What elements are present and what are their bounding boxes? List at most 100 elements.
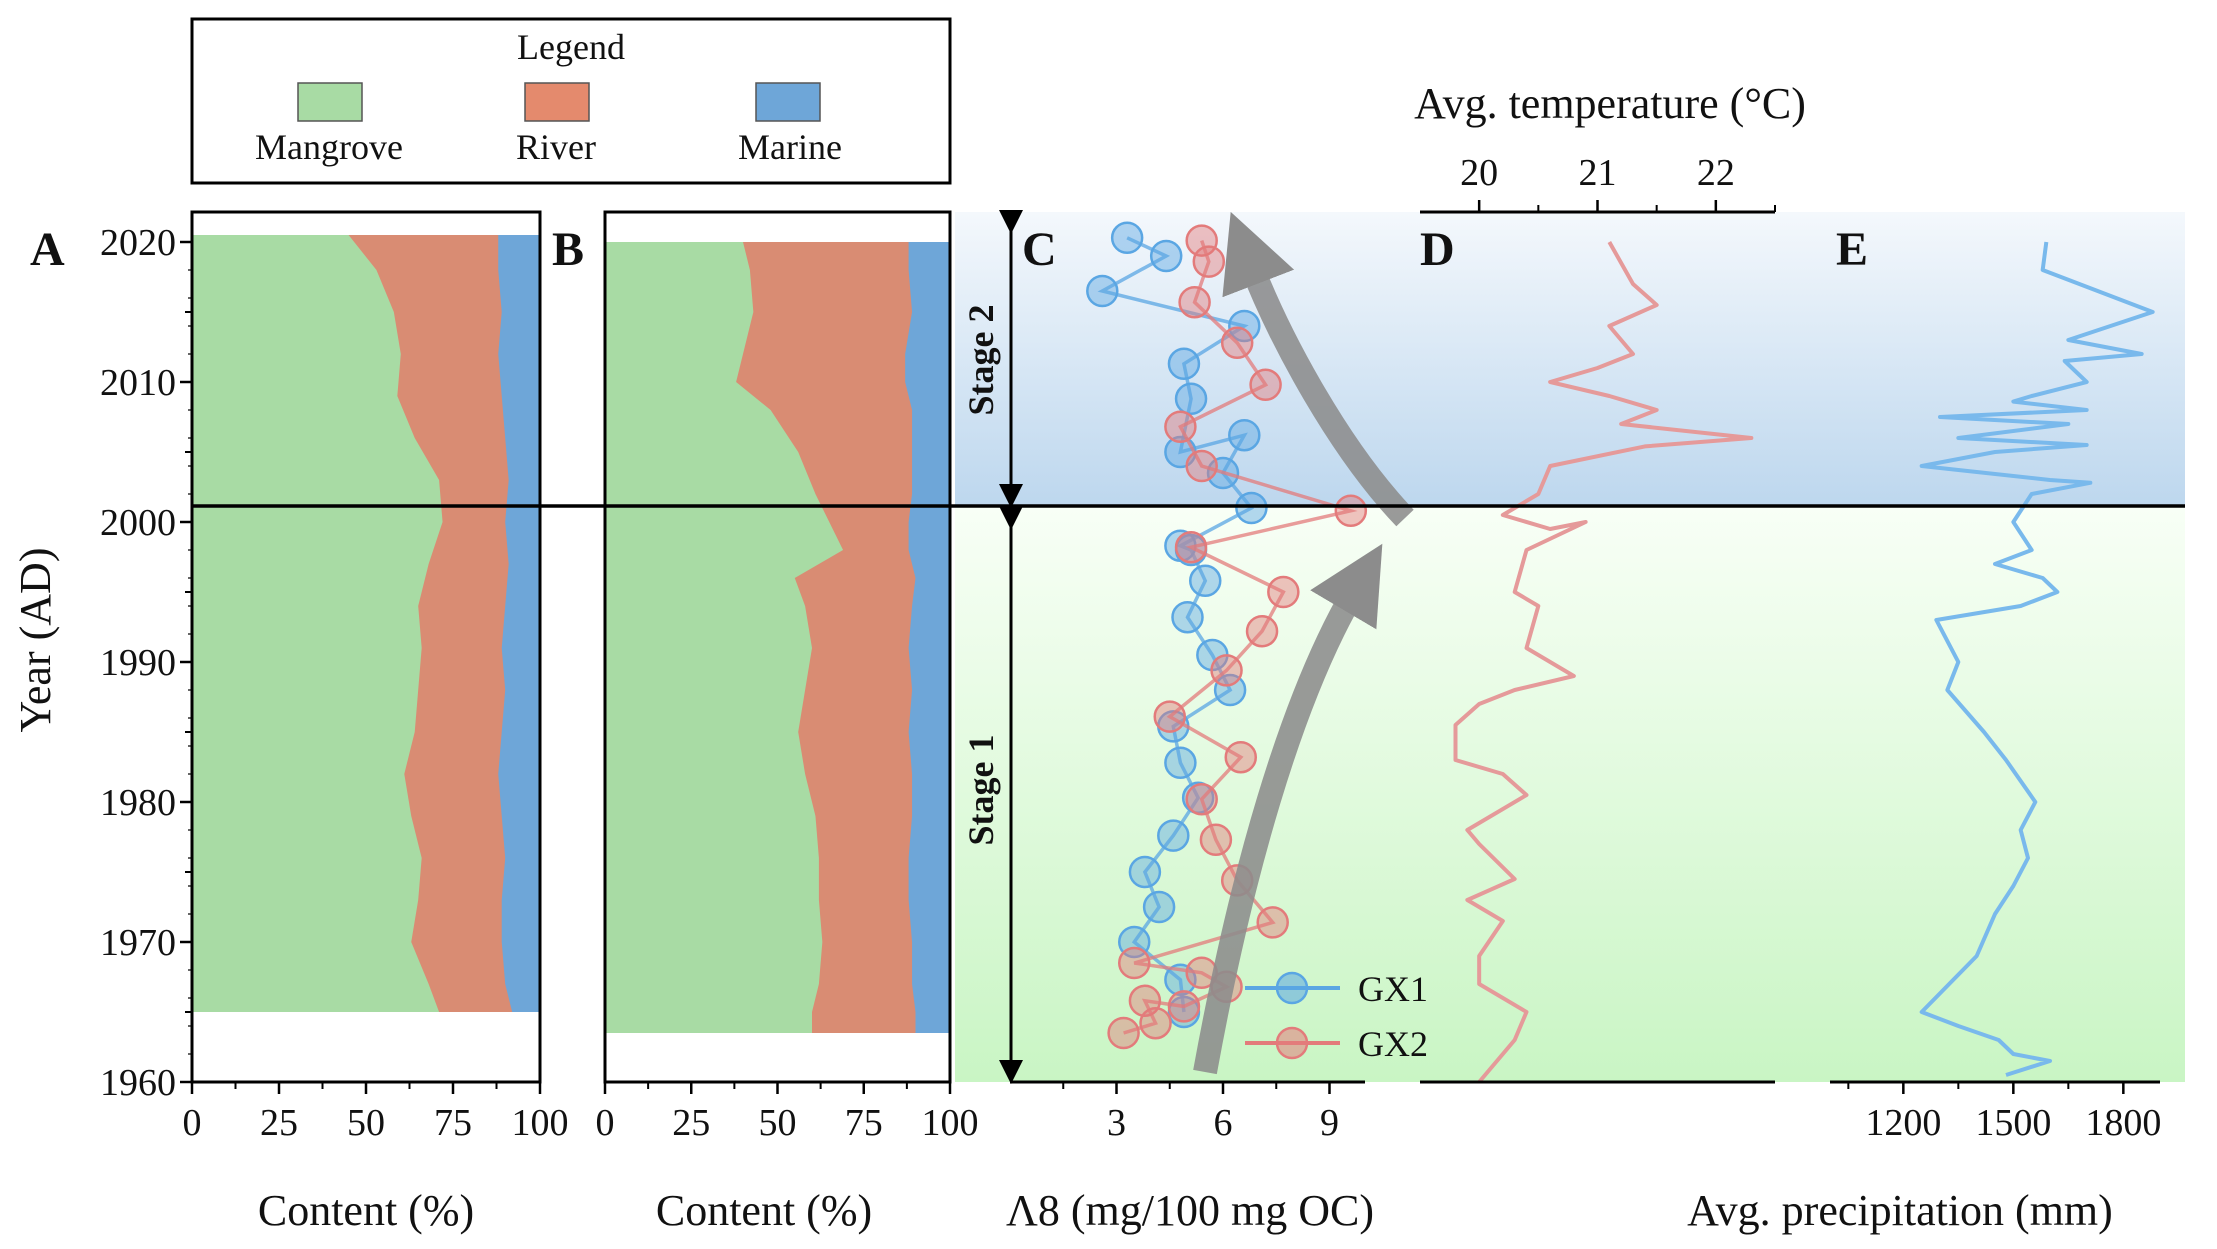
legend-label-mangrove: Mangrove <box>255 127 403 167</box>
panel-letter-c: C <box>1022 223 1057 276</box>
stage1-label: Stage 1 <box>961 735 1001 846</box>
x-tick-label: 0 <box>183 1102 202 1144</box>
x-tick-label: 100 <box>512 1102 569 1144</box>
y-tick-label: 1970 <box>100 922 176 964</box>
point-gx2 <box>1192 245 1226 278</box>
point-gx2 <box>1178 285 1211 319</box>
point-gx2 <box>1256 906 1289 939</box>
x-tick-label: 25 <box>260 1102 298 1144</box>
point-gx2 <box>1245 614 1279 648</box>
point-gx2 <box>1153 700 1186 733</box>
legend-gx1-marker <box>1275 971 1309 1005</box>
point-gx2 <box>1267 575 1300 609</box>
panel-b-x-title: Content (%) <box>656 1186 872 1235</box>
y-tick-label: 1990 <box>100 642 176 684</box>
series-line-gx1 <box>1097 236 1255 1013</box>
y-tick-label: 1960 <box>100 1062 176 1104</box>
legend-swatch-marine <box>755 82 821 122</box>
x-tick-label: 9 <box>1320 1102 1339 1144</box>
x-tick-label: 22 <box>1697 152 1735 194</box>
point-gx2 <box>1185 449 1218 483</box>
x-tick-label: 3 <box>1107 1102 1126 1144</box>
panel-a-x-title: Content (%) <box>258 1186 474 1235</box>
legend-gx1-label: GX1 <box>1358 969 1428 1009</box>
point-gx1 <box>1228 418 1261 452</box>
y-axis-title: Year (AD) <box>11 548 60 733</box>
y-tick-label: 2020 <box>100 222 176 264</box>
legend-title: Legend <box>517 27 625 67</box>
legend: Legend Mangrove River Marine <box>190 17 952 185</box>
panel-e: 1200 1500 1800 <box>1830 241 2161 1144</box>
point-gx2 <box>1139 1006 1172 1040</box>
x-tick-label: 0 <box>596 1102 615 1144</box>
point-gx2 <box>1249 368 1282 402</box>
point-gx1 <box>1128 855 1162 889</box>
point-gx1 <box>1174 382 1208 416</box>
point-gx1 <box>1157 819 1190 852</box>
panel-letter-e: E <box>1836 223 1868 276</box>
legend-swatch-mangrove <box>297 82 363 122</box>
legend-gx2-marker <box>1275 1026 1309 1060</box>
panel-c: 3 6 9 <box>1010 221 1368 1144</box>
point-gx2 <box>1118 946 1151 980</box>
point-gx2 <box>1164 410 1197 444</box>
point-gx2 <box>1224 740 1257 774</box>
legend-gx2-label: GX2 <box>1358 1024 1428 1064</box>
y-tick-label: 1980 <box>100 782 176 824</box>
point-gx2 <box>1210 654 1243 687</box>
point-gx1 <box>1228 309 1261 343</box>
trend-arrow-lower <box>1193 543 1383 1075</box>
point-gx1 <box>1189 564 1222 598</box>
panel-letter-b: B <box>552 223 584 276</box>
stage1-background <box>955 506 2185 1082</box>
x-tick-label: 1500 <box>1975 1102 2051 1144</box>
panel-a: 0 25 50 75 100 1960 1970 1980 1990 2000 2010 2020 <box>100 210 569 1144</box>
point-gx1 <box>1149 239 1183 273</box>
point-gx2 <box>1174 530 1208 564</box>
legend-label-marine: Marine <box>738 127 842 167</box>
legend-swatch-river <box>524 82 590 122</box>
point-gx1 <box>1110 221 1144 255</box>
point-gx2 <box>1185 224 1218 257</box>
panel-e-x-title: Avg. precipitation (mm) <box>1687 1186 2113 1235</box>
temperature-line <box>1453 241 1754 1084</box>
x-tick-label: 20 <box>1460 152 1498 194</box>
precipitation-line <box>1919 241 2155 1077</box>
x-tick-label: 1800 <box>2085 1102 2161 1144</box>
point-gx1 <box>1142 890 1176 924</box>
point-gx2 <box>1220 326 1254 360</box>
x-tick-label: 21 <box>1579 152 1617 194</box>
x-tick-label: 75 <box>434 1102 472 1144</box>
stage2-label: Stage 2 <box>961 305 1001 416</box>
point-gx1 <box>1213 673 1247 707</box>
point-gx2 <box>1334 494 1368 528</box>
x-tick-label: 1200 <box>1865 1102 1941 1144</box>
panel-d: 20 21 22 <box>1420 152 1776 1084</box>
x-tick-label: 50 <box>347 1102 385 1144</box>
point-gx1 <box>1171 600 1204 634</box>
panel-c-x-title: Λ8 (mg/100 mg OC) <box>1006 1186 1374 1235</box>
area-mangrove <box>605 242 844 1033</box>
panel-letter-d: D <box>1420 223 1455 276</box>
x-tick-label: 100 <box>922 1102 979 1144</box>
point-gx1 <box>1086 274 1119 308</box>
panel-letter-a: A <box>30 223 65 276</box>
x-tick-label: 6 <box>1214 1102 1233 1144</box>
x-tick-label: 25 <box>672 1102 710 1144</box>
legend-label-river: River <box>516 127 596 167</box>
point-gx1 <box>1167 347 1201 381</box>
point-gx2 <box>1107 1016 1140 1050</box>
x-tick-label: 50 <box>759 1102 797 1144</box>
trend-arrow-upper <box>1222 211 1414 527</box>
y-tick-label: 2010 <box>100 362 176 404</box>
point-gx2 <box>1199 823 1233 857</box>
panel-d-title: Avg. temperature (°C) <box>1414 79 1806 128</box>
panel-b: 0 25 50 75 100 <box>596 210 979 1144</box>
point-gx1 <box>1164 746 1197 780</box>
area-mangrove <box>192 235 443 1012</box>
point-gx2 <box>1167 990 1201 1023</box>
point-gx1 <box>1235 491 1268 525</box>
series-legend: GX1 GX2 <box>1245 969 1428 1064</box>
x-tick-label: 75 <box>845 1102 883 1144</box>
